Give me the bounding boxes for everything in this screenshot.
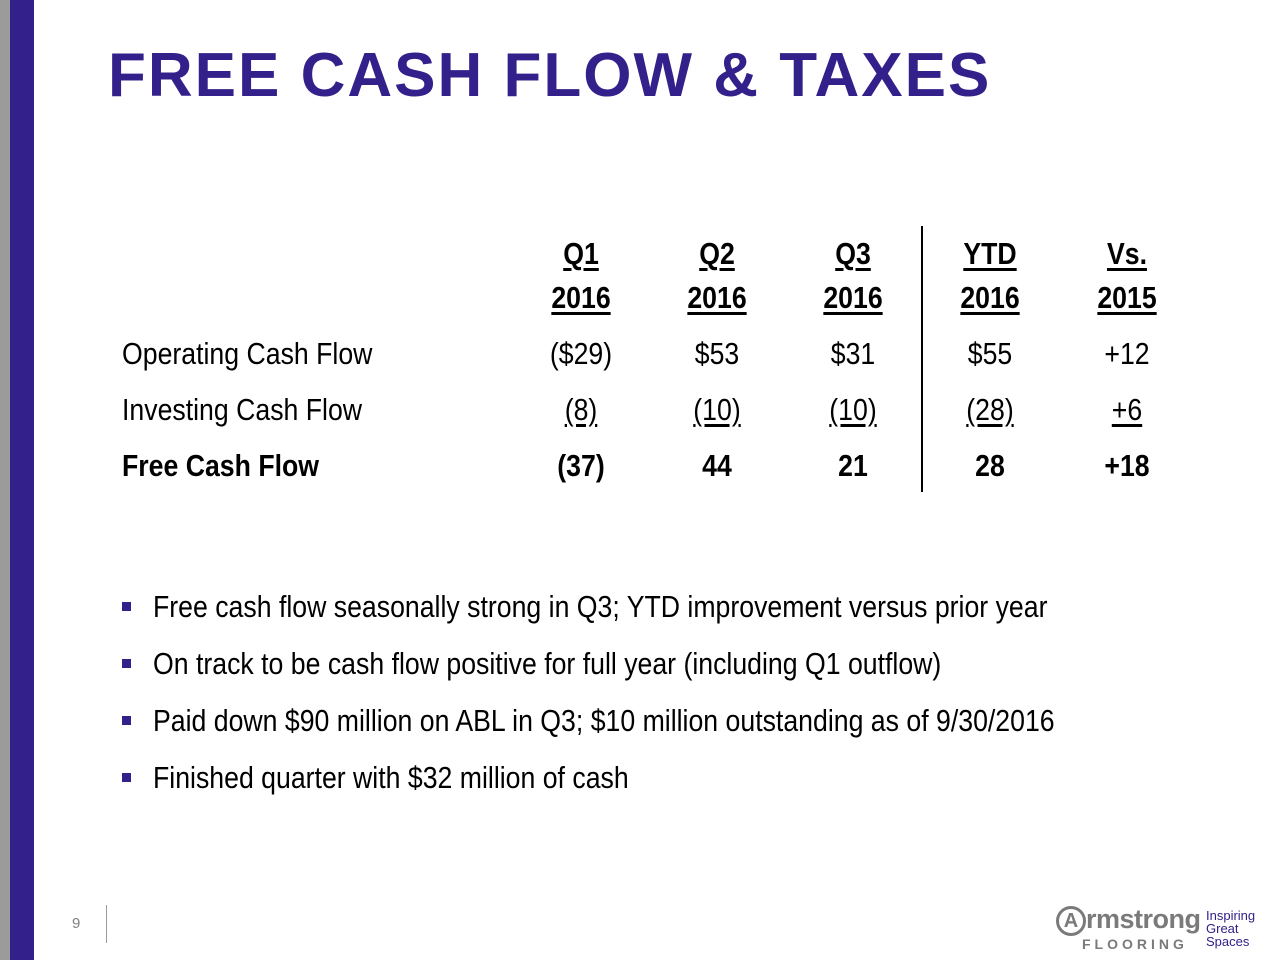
row-label-free-cash-flow: Free Cash Flow [122, 448, 320, 483]
col-header-ytd-line1: YTD [963, 236, 1017, 271]
table-cell: 44 [702, 448, 732, 483]
table-cell: (10) [693, 392, 741, 427]
col-header-ytd-line2: 2016 [960, 280, 1020, 315]
table-cell: $55 [967, 336, 1013, 371]
table-cell: +12 [1104, 336, 1150, 371]
logo-tagline-line: Spaces [1206, 934, 1250, 949]
side-bar-purple [10, 0, 34, 960]
table-cell: (8) [564, 392, 598, 427]
table-cell: (28) [966, 392, 1014, 427]
row-label-operating: Operating Cash Flow [122, 336, 373, 371]
list-item: Free cash flow seasonally strong in Q3; … [122, 578, 1202, 635]
page-number: 9 [72, 915, 81, 932]
table-cell: (10) [829, 392, 877, 427]
list-item: Finished quarter with $32 million of cas… [122, 749, 1202, 806]
col-header-q1-line2: 2016 [551, 280, 611, 315]
bullet-text: Paid down $90 million on ABL in Q3; $10 … [153, 702, 1055, 738]
table-cell: 21 [838, 448, 868, 483]
bullet-square-icon [122, 773, 131, 782]
bullet-text: Free cash flow seasonally strong in Q3; … [153, 588, 1048, 624]
page-title: FREE CASH FLOW & TAXES [108, 41, 992, 110]
table-cell: 28 [975, 448, 1005, 483]
bullet-square-icon [122, 716, 131, 725]
table-cell: +18 [1104, 448, 1150, 483]
table-cell: +6 [1111, 392, 1143, 427]
col-header-vs-line2: 2015 [1097, 280, 1157, 315]
col-header-q2-line2: 2016 [687, 280, 747, 315]
bullet-text: On track to be cash flow positive for fu… [153, 645, 942, 681]
col-header-q1-line1: Q1 [563, 236, 599, 271]
logo-wordmark: rmstrong [1086, 904, 1201, 934]
table-cell: ($29) [549, 336, 613, 371]
logo-subtitle: FLOORING [1082, 936, 1188, 952]
bullet-list: Free cash flow seasonally strong in Q3; … [122, 578, 1202, 806]
footer-divider [106, 905, 107, 943]
bullet-square-icon [122, 659, 131, 668]
list-item: On track to be cash flow positive for fu… [122, 635, 1202, 692]
col-header-q3-line2: 2016 [823, 280, 883, 315]
col-header-q3-line1: Q3 [835, 236, 871, 271]
logo-tagline-line: Inspiring [1206, 908, 1256, 923]
logo-letter-a-icon: A [1056, 906, 1086, 936]
bullet-text: Finished quarter with $32 million of cas… [153, 759, 629, 795]
row-label-investing: Investing Cash Flow [122, 392, 363, 427]
side-bar-gray [0, 0, 10, 960]
table-cell: (37) [557, 448, 605, 483]
column-divider [921, 226, 923, 492]
list-item: Paid down $90 million on ABL in Q3; $10 … [122, 692, 1202, 749]
armstrong-flooring-logo: A rmstrong FLOORING Inspiring Great Spac… [1056, 903, 1266, 955]
col-header-vs-line1: Vs. [1106, 236, 1148, 271]
logo-tagline-line: Great [1206, 921, 1239, 936]
table-cell: $31 [830, 336, 876, 371]
logo-tagline: Inspiring Great Spaces [1206, 909, 1255, 948]
table-cell: $53 [694, 336, 740, 371]
col-header-q2-line1: Q2 [699, 236, 735, 271]
bullet-square-icon [122, 602, 131, 611]
cash-flow-table: Q1 2016 Q2 2016 Q3 2016 YTD 2016 Vs. 201… [122, 226, 1157, 492]
